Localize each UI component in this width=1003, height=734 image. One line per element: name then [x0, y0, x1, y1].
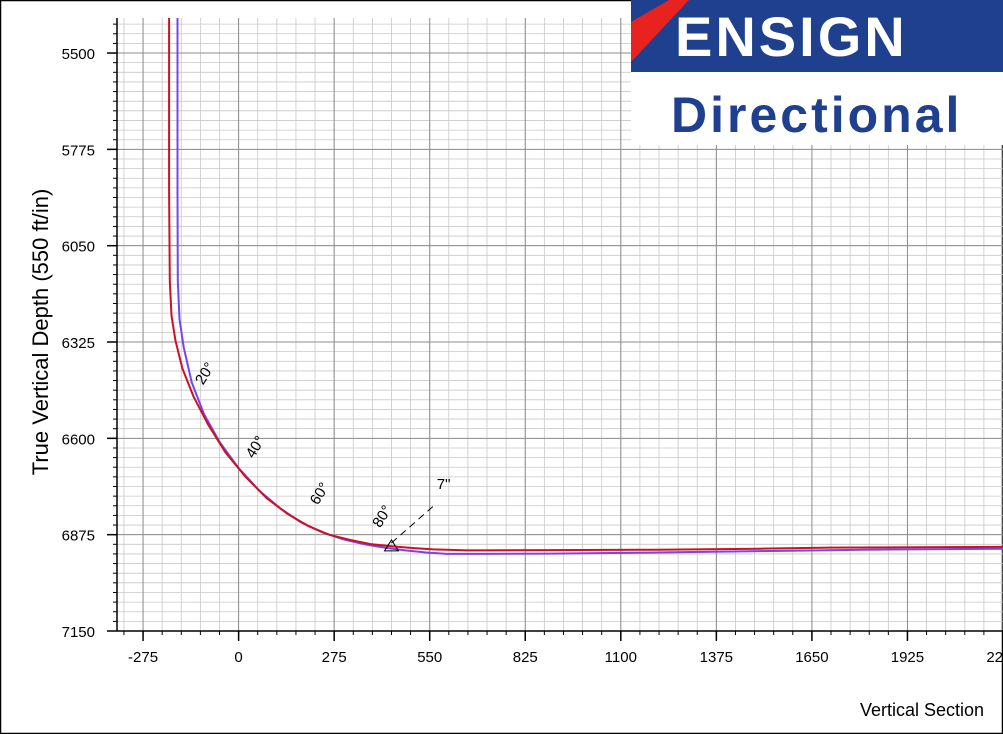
axes	[107, 18, 1003, 641]
x-axis-label: Vertical Section	[860, 700, 984, 720]
x-tick-label: 1925	[891, 649, 924, 666]
casing-leader-line	[391, 503, 436, 544]
x-tick-label: 2200	[986, 649, 1003, 666]
casing-shoe-icon	[383, 539, 400, 552]
logo: ENSIGN Directional	[631, 0, 1003, 145]
casing-label: 7"	[437, 476, 451, 493]
y-tick-label: 6050	[62, 239, 95, 256]
y-tick-label: 6325	[62, 335, 95, 352]
x-tick-label: 1375	[700, 649, 733, 666]
x-tick-label: 275	[322, 649, 347, 666]
ensign-logo: ENSIGN Directional	[631, 0, 1003, 143]
x-tick-label: 825	[513, 649, 538, 666]
y-tick-label: 6875	[62, 528, 95, 545]
y-tick-label: 5500	[62, 46, 95, 63]
x-tick-label: 550	[417, 649, 442, 666]
y-tick-label: 7150	[62, 624, 95, 641]
logo-subtitle: Directional	[671, 87, 962, 143]
x-tick-label: -275	[128, 649, 158, 666]
y-axis-label: True Vertical Depth (550 ft/in)	[28, 189, 53, 476]
logo-red-accent	[631, 0, 689, 62]
x-tick-label: 0	[234, 649, 242, 666]
x-tick-label: 1650	[795, 649, 828, 666]
tick-labels: 5500 5775 6050 6325 6600 6875 7150 -275 0 275 550 8…	[62, 46, 1003, 666]
logo-banner	[631, 0, 1003, 72]
logo-name: ENSIGN	[675, 5, 908, 68]
y-tick-label: 5775	[62, 142, 95, 159]
y-tick-label: 6600	[62, 431, 95, 448]
series-layer	[168, 18, 1003, 555]
series-line	[168, 18, 1003, 552]
x-tick-label: 1100	[605, 649, 637, 666]
